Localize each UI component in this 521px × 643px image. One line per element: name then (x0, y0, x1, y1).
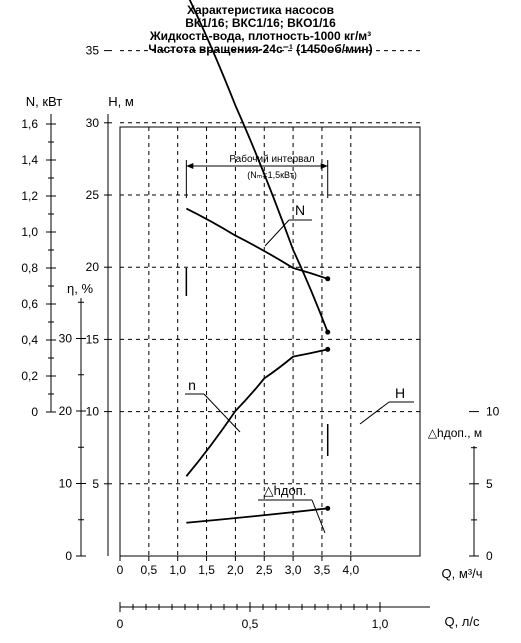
N-tick-label: 0,6 (21, 297, 38, 311)
series-N-line (185, 207, 329, 280)
N-tick-label: 1,6 (21, 117, 38, 131)
series-H-label: H (395, 385, 405, 401)
N-tick-label: 1,0 (21, 225, 38, 239)
series-n-leader (203, 393, 241, 433)
series-△hдоп.-line (186, 507, 328, 524)
chart-title: Характеристика насосов ВК1/16; ВКС1/16; … (0, 4, 521, 56)
x-tick-label: 0,5 (141, 563, 158, 577)
x-tick-label: 4,0 (342, 563, 359, 577)
eta-tick-label: 20 (59, 404, 73, 418)
H-tick-label: 15 (86, 332, 100, 346)
series-H-line (188, 0, 329, 333)
x-tick-label: 3,5 (314, 563, 331, 577)
series-n-endpoint (325, 346, 331, 352)
N-tick-label: 1,4 (21, 153, 38, 167)
x-tick-label: 2,0 (227, 563, 244, 577)
N-tick-label: 0 (31, 405, 38, 419)
N-tick-label: 0,8 (21, 261, 38, 275)
series-△hдоп.-endpoint (325, 505, 331, 511)
x-tick-label: 3,0 (285, 563, 302, 577)
interval-arrow-head (320, 163, 328, 169)
interval-label: (Nₘ=1,5кВт) (247, 170, 297, 180)
x-axis-title: Q, м³/ч (442, 566, 483, 581)
title-line: Характеристика насосов (186, 3, 335, 17)
H-tick-label: 20 (86, 260, 100, 274)
series-N-leader (264, 219, 290, 247)
x-tick-label: 1,5 (198, 563, 215, 577)
H-tick-label: 30 (86, 116, 100, 130)
title-line: ВК1/16; ВКС1/16; ВКО1/16 (185, 16, 336, 30)
x2-tick-label: 0,5 (242, 617, 259, 631)
x2-axis-title: Q, л/с (444, 614, 480, 629)
dh-tick-label: 10 (486, 405, 500, 419)
interval-arrow-head (186, 163, 194, 169)
H-tick-label: 10 (86, 405, 100, 419)
title-line: Частота вращения-24с⁻¹ (1450об/мин) (148, 42, 373, 56)
N-axis-title: N, кВт (26, 94, 63, 109)
eta-tick-label: 10 (59, 477, 73, 491)
N-tick-label: 1,2 (21, 189, 38, 203)
series-N-endpoint (325, 276, 331, 282)
series-dh-leader (311, 499, 326, 534)
x-tick-label: 2,5 (256, 563, 273, 577)
series-H-leader (359, 401, 390, 425)
interval-label: Рабочий интервал (229, 153, 315, 165)
eta-axis-title: η, % (67, 281, 93, 296)
dh-axis-title: △hдоп., м (428, 426, 482, 440)
x-tick-label: 0 (117, 563, 124, 577)
N-tick-label: 0,4 (21, 333, 38, 347)
plot-frame (119, 126, 421, 557)
dh-tick-label: 0 (486, 549, 493, 563)
series-n-line (185, 348, 328, 477)
x2-tick-label: 1,0 (372, 617, 389, 631)
H-axis-title: H, м (108, 94, 134, 109)
N-tick-label: 0,2 (21, 369, 38, 383)
x-tick-label: 1,0 (169, 563, 186, 577)
H-tick-label: 35 (86, 44, 100, 58)
eta-tick-label: 30 (59, 332, 73, 346)
H-tick-label: 5 (92, 477, 99, 491)
series-N-label: N (295, 202, 305, 218)
series-H-endpoint (325, 329, 331, 335)
series-dh-label: △hдоп. (264, 483, 307, 498)
H-tick-label: 25 (86, 188, 100, 202)
eta-tick-label: 0 (65, 549, 72, 563)
dh-tick-label: 5 (486, 477, 493, 491)
x2-tick-label: 0 (117, 617, 124, 631)
series-n-label: n (188, 377, 196, 393)
